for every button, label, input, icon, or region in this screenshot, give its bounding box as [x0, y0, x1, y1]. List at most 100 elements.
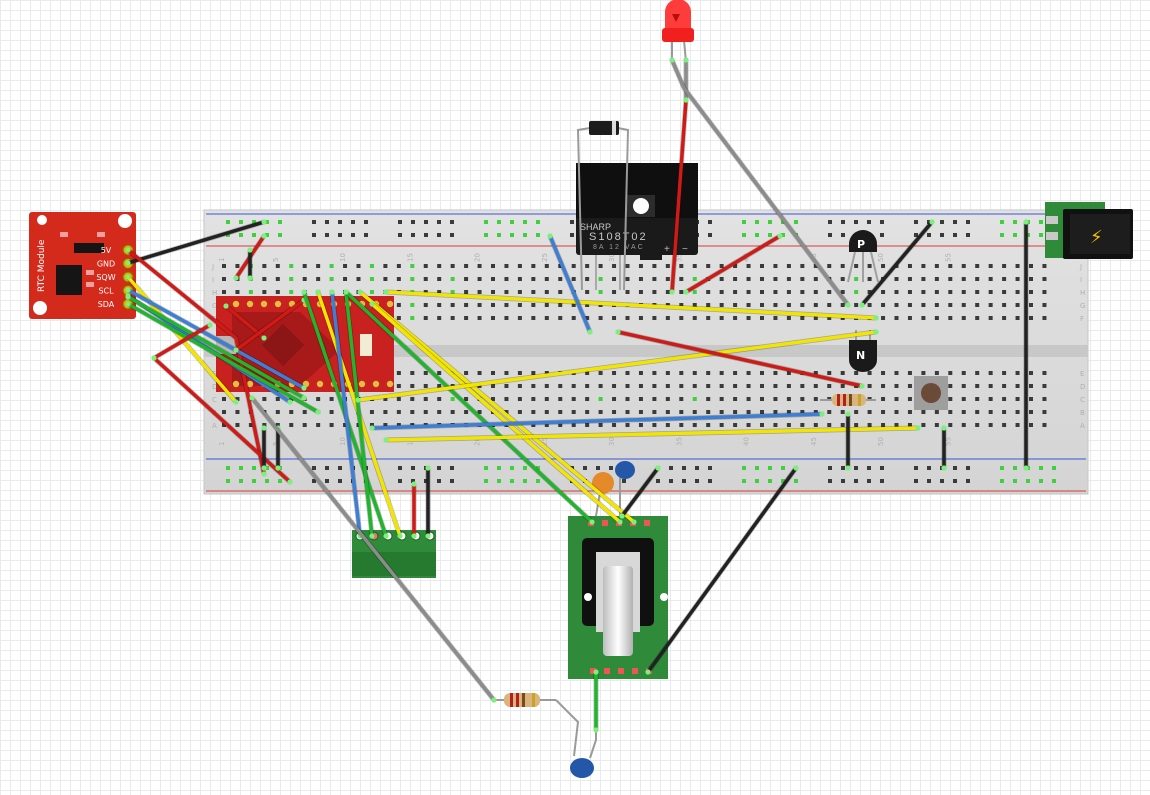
breadboard-hole[interactable] [760, 423, 764, 427]
breadboard-hole[interactable] [558, 303, 563, 307]
breadboard-hole[interactable] [813, 371, 818, 375]
breadboard-hole[interactable] [450, 397, 455, 401]
breadboard-hole[interactable] [383, 264, 388, 268]
breadboard-hole[interactable] [343, 277, 348, 281]
breadboard-hole[interactable] [854, 303, 859, 307]
breadboard-hole[interactable] [692, 397, 697, 401]
breadboard-hole[interactable] [275, 423, 280, 427]
power-rail-hole[interactable] [927, 233, 931, 237]
breadboard-hole[interactable] [692, 316, 697, 320]
breadboard-hole[interactable] [652, 277, 657, 281]
jumper-wire-red[interactable] [152, 323, 212, 360]
breadboard-hole[interactable] [719, 384, 724, 388]
breadboard-hole[interactable] [558, 316, 563, 320]
breadboard-hole[interactable] [786, 410, 791, 414]
jumper-wire-blue[interactable] [370, 412, 824, 430]
breadboard-hole[interactable] [289, 397, 294, 401]
power-rail-hole[interactable] [536, 479, 540, 483]
breadboard-hole[interactable] [1002, 264, 1007, 268]
breadboard-hole[interactable] [222, 290, 226, 294]
breadboard-hole[interactable] [948, 277, 953, 281]
breadboard-hole[interactable] [692, 423, 697, 427]
breadboard-hole[interactable] [921, 277, 926, 281]
power-rail-hole[interactable] [854, 479, 858, 483]
breadboard-hole[interactable] [719, 290, 724, 294]
breadboard-hole[interactable] [369, 423, 374, 427]
power-rail-hole[interactable] [742, 466, 746, 470]
breadboard-hole[interactable] [504, 316, 509, 320]
breadboard-hole[interactable] [881, 303, 886, 307]
breadboard-hole[interactable] [222, 397, 226, 401]
breadboard-hole[interactable] [827, 410, 832, 414]
power-rail-hole[interactable] [622, 479, 626, 483]
power-rail-hole[interactable] [510, 233, 514, 237]
power-rail-hole[interactable] [364, 233, 368, 237]
power-rail-hole[interactable] [239, 220, 243, 224]
breadboard-hole[interactable] [612, 410, 617, 414]
breadboard-hole[interactable] [531, 397, 536, 401]
power-rail-hole[interactable] [226, 233, 230, 237]
resistor-floating[interactable] [494, 693, 556, 707]
breadboard-hole[interactable] [558, 290, 563, 294]
breadboard-hole[interactable] [289, 290, 294, 294]
power-rail-hole[interactable] [536, 220, 540, 224]
breadboard-hole[interactable] [800, 316, 805, 320]
power-rail-hole[interactable] [398, 479, 402, 483]
breadboard-hole[interactable] [719, 264, 724, 268]
breadboard-hole[interactable] [948, 264, 953, 268]
power-rail-hole[interactable] [484, 233, 488, 237]
power-rail-hole[interactable] [523, 220, 527, 224]
breadboard-hole[interactable] [665, 290, 670, 294]
breadboard-hole[interactable] [612, 316, 617, 320]
breadboard-hole[interactable] [948, 316, 953, 320]
pro-micro-pin[interactable] [386, 380, 394, 388]
breadboard-hole[interactable] [854, 371, 859, 375]
breadboard-hole[interactable] [934, 423, 939, 427]
breadboard-hole[interactable] [612, 264, 617, 268]
power-rail-hole[interactable] [867, 479, 871, 483]
power-rail-hole[interactable] [1026, 233, 1030, 237]
power-rail-hole[interactable] [411, 220, 415, 224]
breadboard-hole[interactable] [692, 303, 697, 307]
breadboard-hole[interactable] [437, 264, 442, 268]
breadboard-hole[interactable] [464, 277, 469, 281]
breadboard-hole[interactable] [773, 410, 778, 414]
breadboard-hole[interactable] [423, 264, 428, 268]
breadboard-hole[interactable] [423, 290, 428, 294]
breadboard-hole[interactable] [975, 303, 980, 307]
breadboard-hole[interactable] [598, 423, 603, 427]
encoder-bottom-pin[interactable] [618, 668, 624, 674]
breadboard-hole[interactable] [1042, 316, 1047, 320]
breadboard-hole[interactable] [477, 384, 482, 388]
breadboard-hole[interactable] [477, 303, 482, 307]
breadboard-hole[interactable] [396, 371, 401, 375]
breadboard-hole[interactable] [544, 371, 549, 375]
breadboard-hole[interactable] [881, 397, 886, 401]
breadboard-hole[interactable] [665, 316, 670, 320]
power-rail-hole[interactable] [841, 233, 845, 237]
breadboard-hole[interactable] [907, 264, 912, 268]
breadboard-hole[interactable] [477, 264, 482, 268]
breadboard-hole[interactable] [719, 371, 724, 375]
breadboard-hole[interactable] [491, 290, 495, 294]
breadboard-hole[interactable] [948, 423, 953, 427]
breadboard-hole[interactable] [773, 397, 778, 401]
breadboard-hole[interactable] [1029, 371, 1033, 375]
power-rail-hole[interactable] [1039, 220, 1043, 224]
breadboard-hole[interactable] [760, 264, 764, 268]
pro-micro-pin[interactable] [386, 300, 394, 308]
breadboard-hole[interactable] [706, 384, 711, 388]
breadboard-hole[interactable] [423, 303, 428, 307]
breadboard-hole[interactable] [760, 397, 764, 401]
breadboard-hole[interactable] [652, 384, 657, 388]
breadboard-hole[interactable] [504, 264, 509, 268]
breadboard-hole[interactable] [786, 384, 791, 388]
breadboard-hole[interactable] [679, 410, 684, 414]
breadboard-hole[interactable] [706, 397, 711, 401]
power-rail-hole[interactable] [484, 220, 488, 224]
breadboard-hole[interactable] [733, 384, 738, 388]
breadboard-hole[interactable] [692, 410, 697, 414]
breadboard-hole[interactable] [410, 410, 415, 414]
breadboard-hole[interactable] [625, 316, 630, 320]
breadboard-hole[interactable] [329, 264, 334, 268]
